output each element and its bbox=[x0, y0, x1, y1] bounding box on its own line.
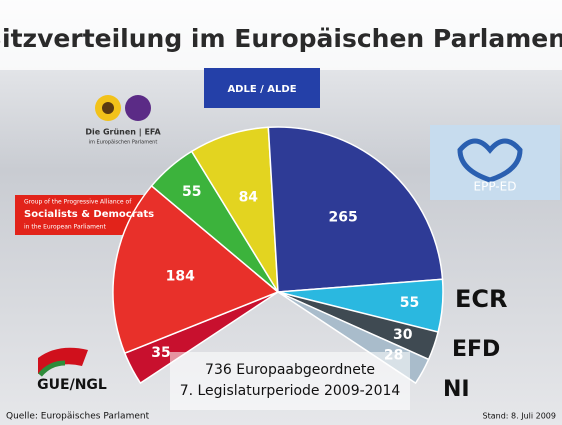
center-text: 7. Legislaturperiode 2009-2014 bbox=[180, 383, 401, 399]
category-label: EPP-ED bbox=[474, 180, 517, 194]
value-label: 55 bbox=[400, 295, 419, 311]
category-label: EFD bbox=[452, 337, 500, 362]
category-label: NI bbox=[443, 377, 470, 402]
category-label: ADLE / ALDE bbox=[227, 84, 296, 95]
center-text: 736 Europaabgeordnete bbox=[205, 362, 375, 378]
category-label: Socialists & Democrats bbox=[24, 209, 154, 220]
date-note: Stand: 8. Juli 2009 bbox=[483, 412, 556, 421]
category-label: Die Grünen | EFA bbox=[85, 128, 161, 137]
value-label: 55 bbox=[182, 184, 201, 200]
value-label: 84 bbox=[239, 190, 259, 206]
efa-logo bbox=[125, 95, 151, 121]
value-label: 35 bbox=[151, 345, 170, 361]
category-label: ECR bbox=[455, 285, 508, 313]
logo-text: Group of the Progressive Alliance of bbox=[24, 199, 132, 206]
chart: Sitzverteilung im Europäischen Parlament… bbox=[0, 0, 562, 425]
source: Quelle: Europäisches Parlament bbox=[6, 412, 150, 422]
text-panel bbox=[170, 352, 410, 410]
value-label: 184 bbox=[166, 268, 195, 284]
value-label: 30 bbox=[393, 327, 413, 343]
chart-title: Sitzverteilung im Europäischen Parlament bbox=[0, 24, 562, 53]
value-label: 265 bbox=[328, 209, 357, 225]
logo-text: in the European Parliament bbox=[24, 224, 106, 231]
sunflower-center bbox=[102, 102, 114, 114]
category-label: GUE/NGL bbox=[37, 377, 107, 393]
logo-text: im Europäischen Parlament bbox=[89, 140, 158, 146]
